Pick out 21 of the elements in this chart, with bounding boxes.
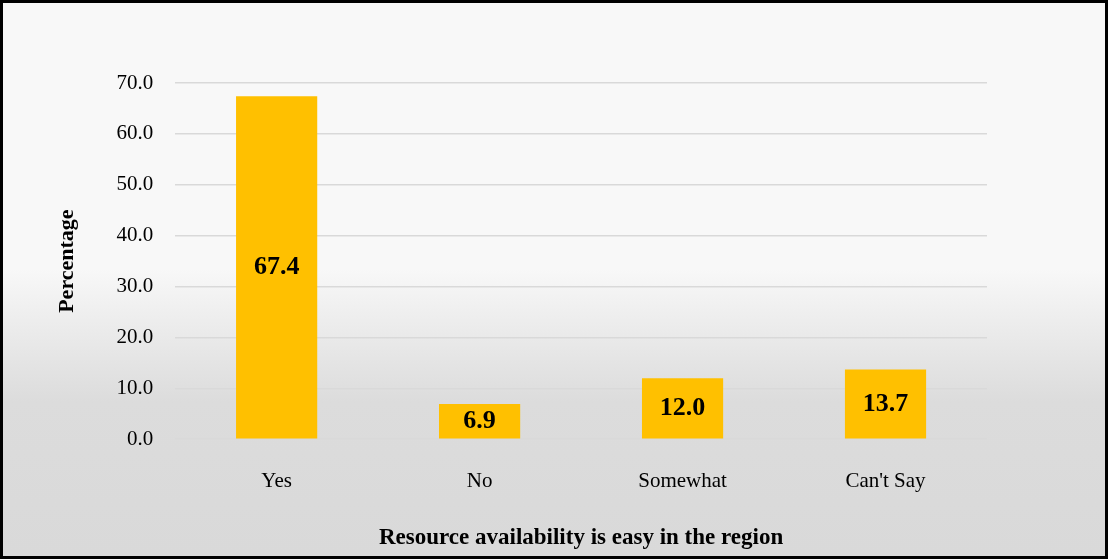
- data-label: 6.9: [463, 404, 496, 434]
- y-tick-label: 30.0: [116, 273, 154, 298]
- bar: [236, 96, 318, 439]
- y-tick-label: 40.0: [116, 222, 154, 247]
- y-tick-label: 0.0: [126, 425, 154, 450]
- x-tick-label: Yes: [261, 468, 292, 493]
- bar: [641, 378, 724, 439]
- y-tick-label: 50.0: [116, 171, 154, 196]
- y-tick-label: 70.0: [116, 69, 154, 94]
- y-tick-label: 60.0: [116, 120, 154, 145]
- bar: [844, 369, 927, 439]
- x-tick-label: Somewhat: [638, 468, 728, 493]
- x-axis-title: Resource availability is easy in the region: [378, 524, 784, 550]
- x-tick-label: Can't Say: [845, 468, 927, 493]
- y-axis-title: Percentage: [52, 209, 78, 313]
- y-tick-label: 20.0: [116, 323, 154, 348]
- data-label: 13.7: [862, 387, 909, 417]
- x-tick-label: No: [466, 468, 493, 493]
- y-tick-label: 10.0: [116, 374, 154, 399]
- data-label: 12.0: [659, 392, 706, 422]
- data-label: 67.4: [253, 251, 300, 281]
